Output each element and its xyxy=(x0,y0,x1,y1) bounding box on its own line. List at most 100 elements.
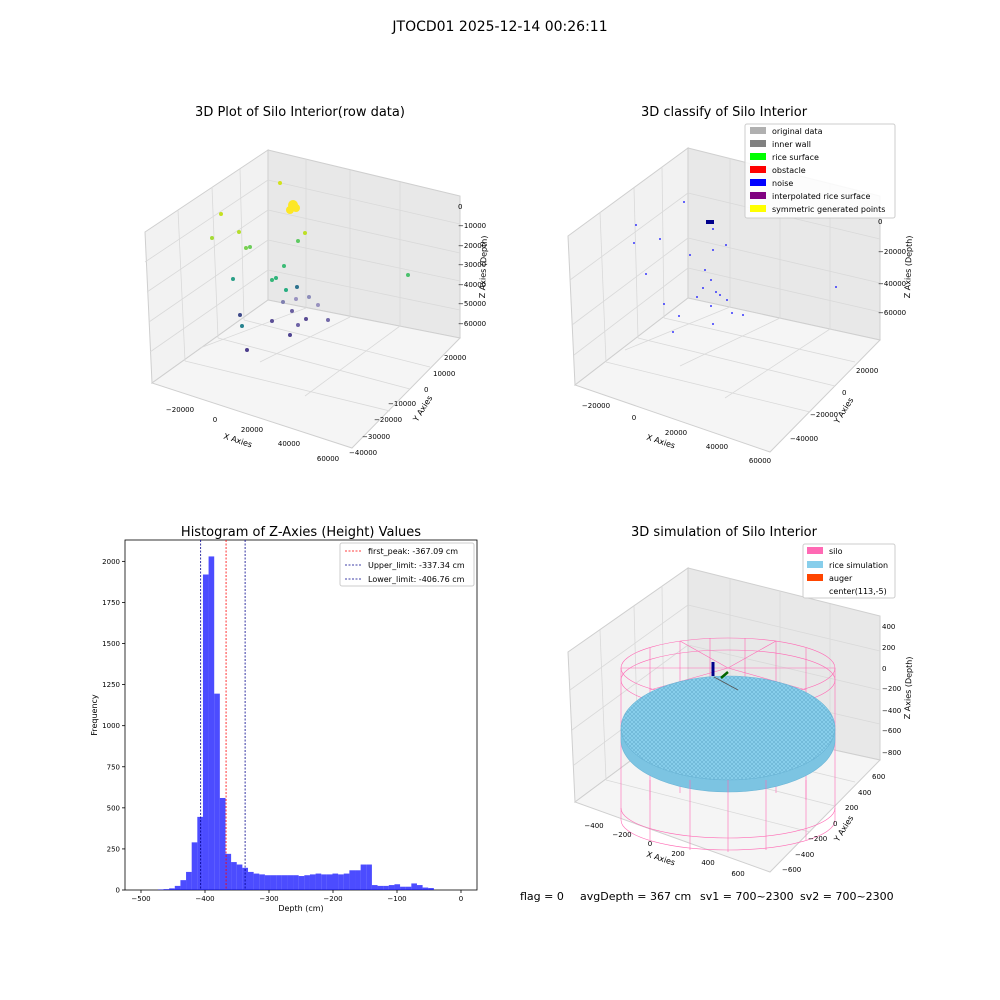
classify-z-tick: −20000 xyxy=(878,248,906,256)
classify-z-tick: −40000 xyxy=(878,280,906,288)
histogram-y-ticks: 0 250 500 750 1000 1250 1500 1750 2000 xyxy=(102,558,125,895)
histogram-y-tick-label: 1500 xyxy=(102,640,120,648)
classify-z-tick: 0 xyxy=(878,218,882,226)
histogram-bar xyxy=(259,874,265,890)
histogram-plot-area xyxy=(124,539,478,891)
simulation-y-tick: 600 xyxy=(872,773,885,781)
simulation-legend: silo rice simulation auger center(113,-5… xyxy=(802,543,896,599)
histogram-bar xyxy=(405,886,412,890)
figure-title: JTOCD01 2025-12-14 00:26:11 xyxy=(391,19,607,35)
histogram-bar xyxy=(411,883,417,890)
histogram-bar xyxy=(219,797,226,890)
simulation-y-tick: 400 xyxy=(858,789,871,797)
histogram-bar xyxy=(400,886,406,890)
histogram-legend: first_peak: -367.09 cm Upper_limit: -337… xyxy=(339,542,475,587)
legend-swatch xyxy=(807,547,823,554)
classify-y-tick: 0 xyxy=(842,389,846,397)
simulation-y-tick: −200 xyxy=(808,835,827,843)
panel-histogram: Histogram of Z-Axies (Height) Values −50… xyxy=(90,525,478,913)
legend-swatch xyxy=(807,574,823,581)
histogram-reference-lines xyxy=(200,540,246,890)
classify-x-tick: 60000 xyxy=(749,457,771,465)
raw-y-tick: −30000 xyxy=(362,433,390,441)
raw-x-tick: 20000 xyxy=(241,426,263,434)
raw-scatter-points xyxy=(210,181,410,352)
raw-z-tick: −30000 xyxy=(458,261,486,269)
histogram-y-tick-label: 2000 xyxy=(102,558,120,566)
simulation-x-tick: 200 xyxy=(671,850,684,858)
raw-x-tick: 60000 xyxy=(317,455,339,463)
raw-y-tick: 20000 xyxy=(444,354,466,362)
histogram-bar xyxy=(349,870,356,890)
histogram-bar xyxy=(326,874,333,890)
histogram-bar xyxy=(214,693,220,890)
raw-y-tick: −40000 xyxy=(349,449,377,457)
simulation-z-tick: 200 xyxy=(882,644,895,652)
legend-swatch xyxy=(750,192,766,199)
raw-z-tick: −40000 xyxy=(458,281,486,289)
raw-z-tick: 0 xyxy=(458,203,462,211)
histogram-bar xyxy=(293,875,299,890)
classify-y-tick: −20000 xyxy=(810,411,838,419)
histogram-y-tick-label: 0 xyxy=(116,887,120,895)
histogram-bar xyxy=(225,853,232,890)
histogram-bar xyxy=(253,873,260,890)
status-sv2: sv2 = 700~2300 xyxy=(800,890,894,903)
histogram-bar xyxy=(287,875,294,890)
histogram-y-tick-label: 1750 xyxy=(102,599,120,607)
raw-y-tick: 0 xyxy=(424,386,428,394)
auger-marker xyxy=(711,662,739,691)
simulation-z-tick: 400 xyxy=(882,623,895,631)
simulation-title: 3D simulation of Silo Interior xyxy=(631,525,818,540)
histogram-bar xyxy=(236,864,243,890)
raw-z-ticks: 0 −10000 −20000 −30000 −40000 −50000 −60… xyxy=(458,203,489,328)
histogram-bar xyxy=(174,885,181,890)
histogram-bar xyxy=(321,874,327,890)
histogram-x-tick-label: −500 xyxy=(131,895,150,903)
status-line: flag = 0 avgDepth = 367 cm sv1 = 700~230… xyxy=(520,890,894,903)
raw-x-label: X Axies xyxy=(222,432,253,450)
histogram-bar xyxy=(242,867,249,890)
simulation-y-tick: −400 xyxy=(795,851,814,859)
histogram-bar xyxy=(338,874,344,890)
legend-label: interpolated rice surface xyxy=(772,192,870,201)
legend-label: obstacle xyxy=(772,166,806,175)
simulation-x-tick: 0 xyxy=(648,840,652,848)
silo-wireframe-front xyxy=(620,780,836,852)
histogram-x-tick-label: 0 xyxy=(459,895,463,903)
status-sv1: sv1 = 700~2300 xyxy=(700,890,794,903)
histogram-bar xyxy=(360,864,367,890)
histogram-y-tick-label: 1000 xyxy=(102,722,120,730)
raw-scatter-axes-box xyxy=(144,149,462,449)
histogram-title: Histogram of Z-Axies (Height) Values xyxy=(181,525,421,540)
simulation-z-tick: −400 xyxy=(882,707,901,715)
histogram-x-tick-label: −300 xyxy=(259,895,278,903)
simulation-x-tick: 400 xyxy=(701,859,714,867)
classify-x-tick: 40000 xyxy=(706,443,728,451)
simulation-x-tick: −200 xyxy=(612,831,631,839)
histogram-bar xyxy=(208,556,215,890)
histogram-x-tick-label: −200 xyxy=(323,895,342,903)
simulation-z-ticks: 400 200 0 −200 −400 −600 −800 Z Axies (D… xyxy=(882,623,914,757)
simulation-z-tick: −600 xyxy=(882,727,901,735)
histogram-y-label: Frequency xyxy=(90,694,99,736)
histogram-bar xyxy=(231,862,237,890)
legend-label: first_peak: -367.09 cm xyxy=(368,547,458,556)
histogram-y-tick-label: 500 xyxy=(107,804,120,812)
panel-classify-scatter: 3D classify of Silo Interior xyxy=(567,105,914,465)
histogram-bar xyxy=(416,885,423,890)
simulation-x-tick: −400 xyxy=(584,822,603,830)
raw-z-tick: −10000 xyxy=(458,222,486,230)
classify-x-tick: 0 xyxy=(632,414,636,422)
status-flag: flag = 0 xyxy=(520,890,564,903)
classify-z-tick: −60000 xyxy=(878,309,906,317)
histogram-bar xyxy=(388,885,395,890)
raw-y-tick: −20000 xyxy=(374,416,402,424)
simulation-z-label: Z Axies (Depth) xyxy=(903,656,914,719)
histogram-bar xyxy=(197,816,203,890)
simulation-z-tick: −800 xyxy=(882,749,901,757)
classify-z-ticks: 0 −20000 −40000 −60000 Z Axies (Depth) xyxy=(878,218,914,317)
histogram-bar xyxy=(270,875,277,890)
classify-legend: original data inner wall rice surface ob… xyxy=(744,123,896,219)
